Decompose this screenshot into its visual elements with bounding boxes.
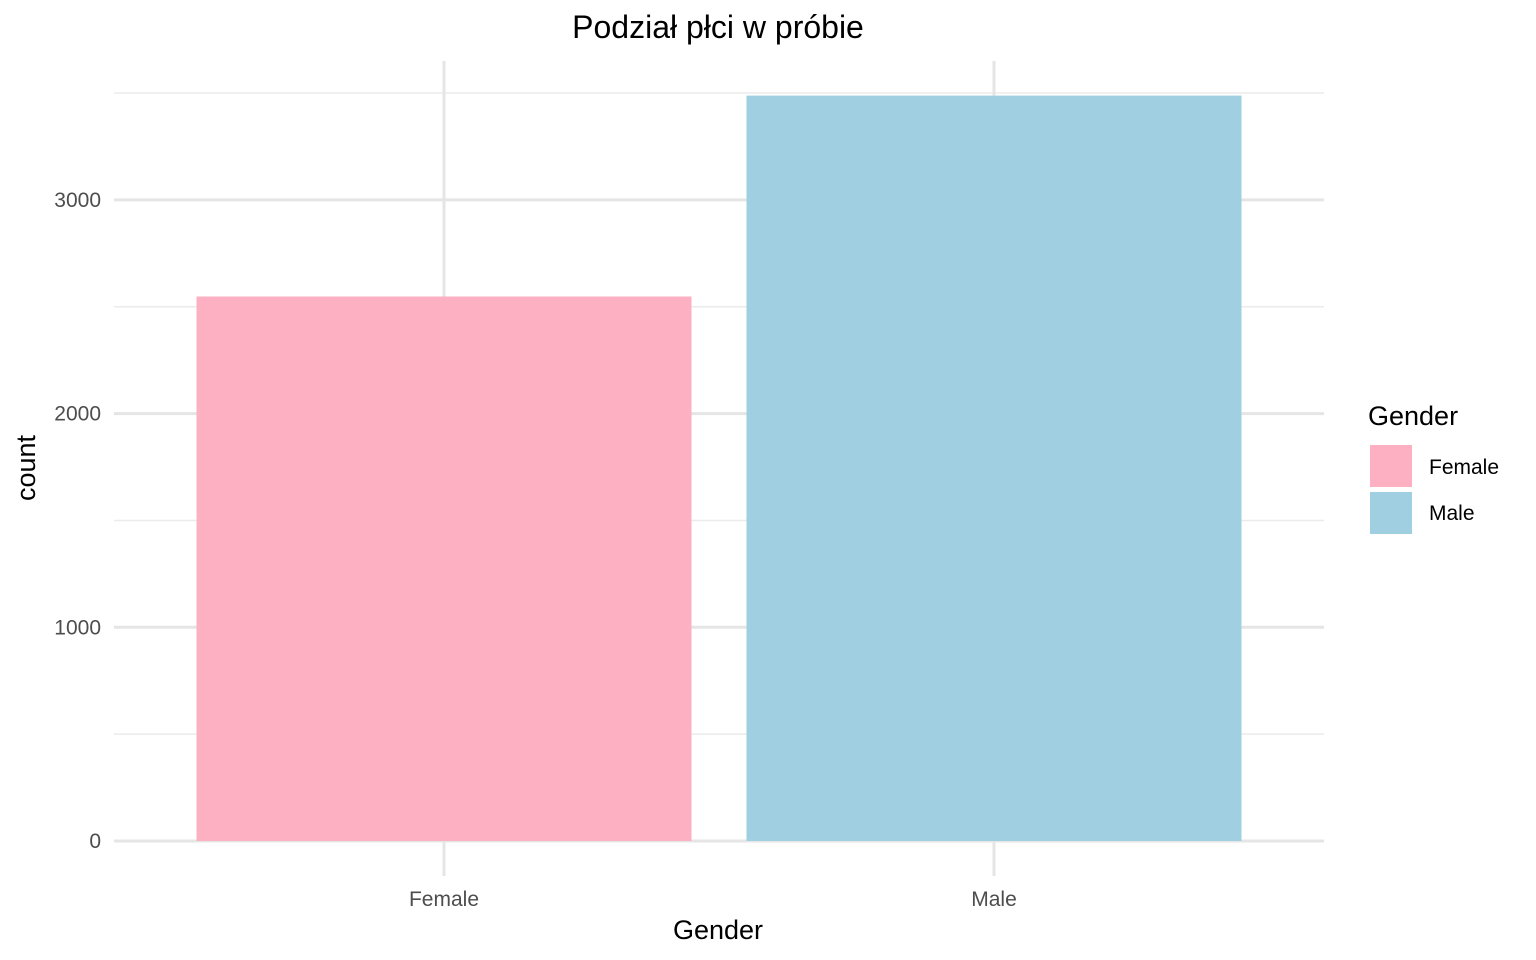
y-tick-label: 1000 xyxy=(54,616,101,639)
legend-label-male: Male xyxy=(1429,502,1475,525)
legend-key-male xyxy=(1370,492,1412,534)
y-axis-title: count xyxy=(11,434,41,501)
y-tick-label: 0 xyxy=(89,830,101,853)
x-tick-label-female: Female xyxy=(409,888,479,911)
y-tick-label: 2000 xyxy=(54,403,101,426)
y-tick-label: 3000 xyxy=(54,189,101,212)
y-axis-ticks: 0 1000 2000 3000 xyxy=(54,189,101,853)
x-axis-ticks: Female Male xyxy=(409,888,1017,911)
legend-title: Gender xyxy=(1368,401,1458,431)
legend: Gender Female Male xyxy=(1368,401,1499,534)
bar-male xyxy=(746,95,1242,841)
legend-label-female: Female xyxy=(1429,456,1499,479)
x-axis-title: Gender xyxy=(673,915,763,945)
chart-title: Podział płci w próbie xyxy=(572,9,864,45)
bar-female xyxy=(196,296,692,842)
legend-key-female xyxy=(1370,445,1412,487)
bars xyxy=(196,95,1242,842)
x-tick-label-male: Male xyxy=(971,888,1017,911)
